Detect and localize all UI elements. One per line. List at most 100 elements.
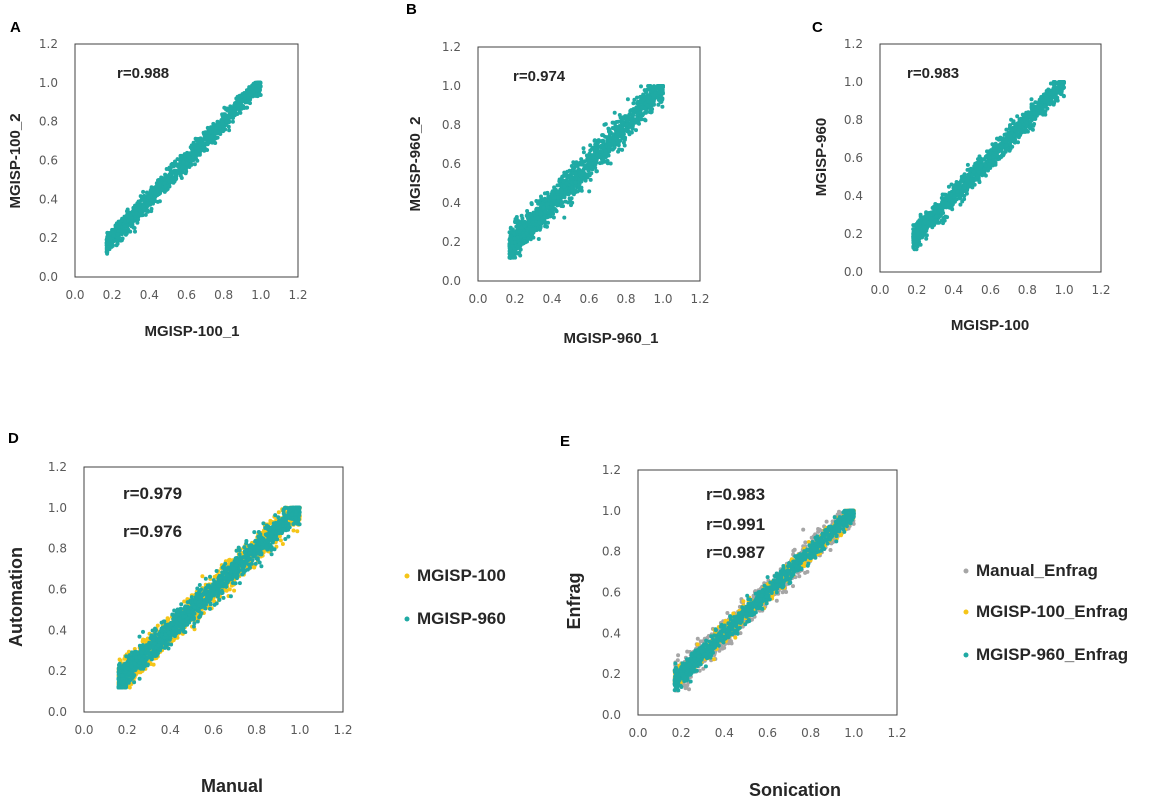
data-point	[1009, 134, 1013, 139]
data-point	[1024, 121, 1029, 125]
data-point	[588, 177, 593, 182]
r-annotation: r=0.974	[513, 68, 566, 85]
data-point	[999, 144, 1004, 149]
data-point	[587, 151, 592, 156]
data-point	[620, 147, 625, 152]
data-point	[179, 176, 184, 180]
data-point	[136, 199, 141, 204]
data-point	[258, 80, 263, 85]
data-point	[1029, 123, 1033, 127]
y-axis-title: MGISP-100_2	[7, 113, 24, 208]
data-point	[620, 132, 625, 137]
data-point	[224, 119, 229, 124]
y-tick-label: 0.6	[844, 151, 863, 165]
data-point	[192, 162, 197, 167]
data-point	[639, 84, 643, 89]
data-point	[120, 236, 125, 241]
y-tick-label: 1.2	[39, 37, 58, 51]
data-point	[574, 160, 579, 165]
data-point	[522, 224, 527, 228]
y-tick-label: 1.2	[48, 460, 67, 474]
data-point	[225, 106, 229, 111]
data-point	[945, 194, 950, 199]
data-point	[517, 229, 522, 234]
y-tick-label: 0.0	[442, 274, 461, 288]
data-point	[536, 199, 541, 204]
data-point	[559, 187, 564, 192]
points-group	[507, 84, 665, 260]
data-point	[547, 214, 552, 219]
data-point	[600, 158, 605, 163]
x-tick-label: 0.2	[505, 292, 524, 306]
y-tick-label: 0.2	[48, 664, 67, 678]
data-point	[916, 232, 920, 237]
x-tick-label: 0.8	[247, 723, 266, 737]
data-point	[1042, 103, 1047, 108]
x-tick-label: 0.8	[616, 292, 635, 306]
x-tick-label: 1.2	[333, 723, 352, 737]
data-point	[589, 165, 594, 170]
data-point	[246, 87, 251, 92]
data-point	[519, 213, 524, 218]
data-point	[131, 225, 136, 230]
y-tick-label: 0.4	[442, 196, 461, 210]
panel-c: C0.0 0.2 0.4 0.6 0.8 1.0 1.20.00.20.40.60.81.0…	[812, 19, 1111, 334]
data-point	[982, 157, 986, 162]
data-point	[940, 206, 945, 211]
data-point	[924, 214, 929, 219]
data-point	[201, 145, 206, 150]
data-point	[214, 136, 219, 140]
data-point	[511, 231, 516, 236]
data-point	[111, 233, 116, 238]
data-point	[116, 229, 121, 234]
y-tick-label: 1.0	[48, 501, 67, 515]
data-point	[619, 127, 624, 132]
data-point	[647, 85, 652, 90]
y-axis-title: MGISP-960	[813, 118, 830, 196]
x-tick-label: 0.8	[1018, 283, 1037, 297]
data-point	[189, 162, 194, 167]
data-point	[638, 116, 643, 121]
data-point	[184, 169, 189, 174]
data-point	[235, 98, 240, 103]
data-point	[1035, 105, 1040, 110]
y-tick-label: 0.6	[442, 157, 461, 171]
data-point	[965, 167, 970, 172]
data-point	[612, 145, 617, 150]
data-point	[200, 574, 205, 579]
data-point	[922, 225, 927, 230]
data-point	[624, 122, 629, 127]
data-point	[596, 138, 601, 143]
data-point	[117, 221, 122, 226]
panel-d: D0.0 0.2 0.4 0.6 0.8 1.0 1.20.00.20.40.60.81.0…	[6, 430, 506, 796]
data-point	[149, 209, 154, 214]
data-point	[187, 155, 192, 160]
data-point	[182, 153, 187, 158]
data-point	[912, 235, 916, 239]
data-point	[192, 142, 197, 147]
x-tick-label: 0.4	[542, 292, 561, 306]
data-point	[133, 207, 138, 212]
data-point	[593, 162, 598, 167]
panel-b: B0.0 0.2 0.4 0.6 0.8 1.0 1.20.00.20.40.60.81.0…	[406, 1, 710, 347]
data-point	[136, 217, 141, 222]
data-point	[543, 224, 548, 229]
data-point	[245, 105, 250, 110]
y-tick-label: 0.4	[844, 189, 863, 203]
data-point	[1039, 110, 1044, 115]
y-tick-label: 1.2	[442, 40, 461, 54]
data-point	[145, 208, 150, 213]
data-point	[646, 99, 651, 104]
data-point	[159, 188, 164, 193]
x-tick-label: 1.0	[290, 723, 309, 737]
data-point	[612, 110, 617, 115]
data-point	[1037, 100, 1041, 104]
data-point	[124, 213, 129, 218]
data-point	[242, 93, 247, 98]
data-point	[295, 529, 300, 534]
data-point	[964, 191, 969, 196]
data-point	[526, 236, 531, 241]
r-annotation: r=0.988	[117, 65, 169, 82]
x-tick-label: 1.2	[690, 292, 709, 306]
data-point	[169, 169, 174, 174]
